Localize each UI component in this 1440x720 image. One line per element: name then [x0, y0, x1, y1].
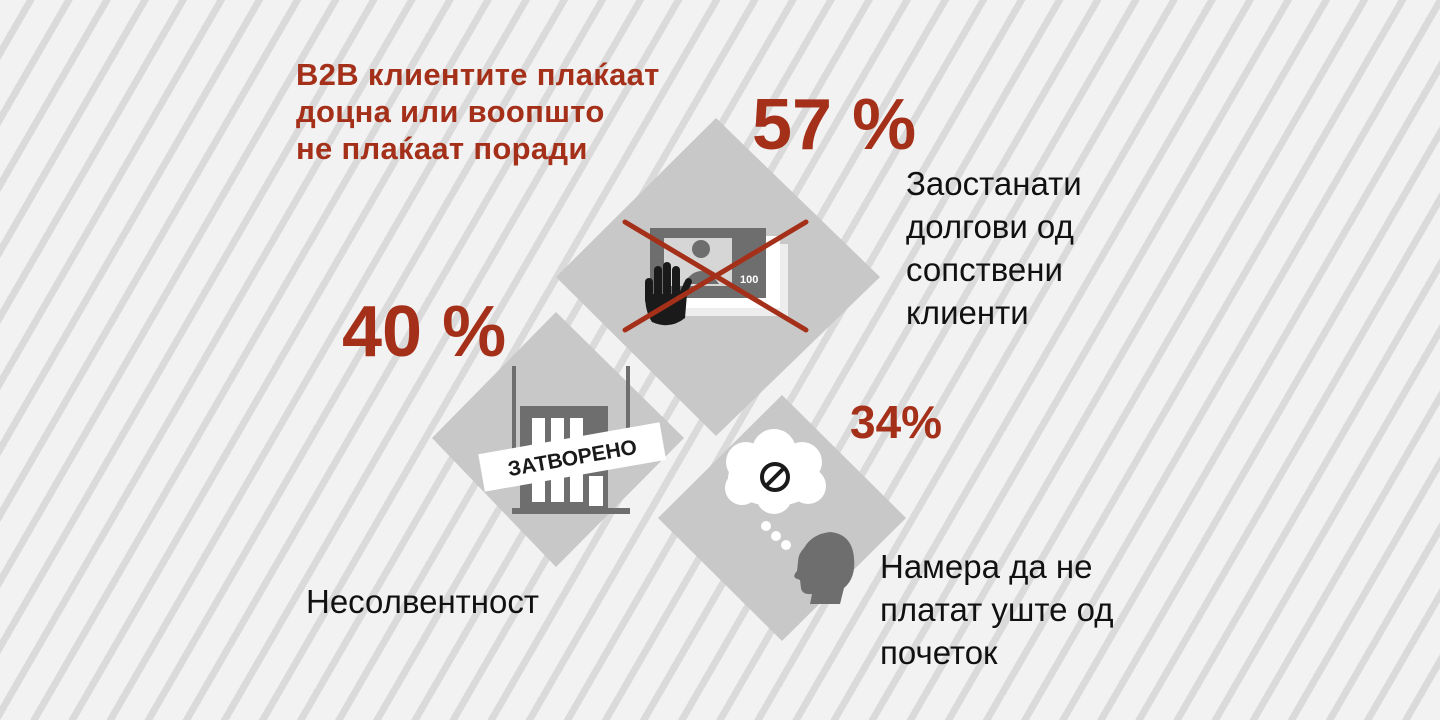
headline-line-2: доцна или воопшто [296, 94, 605, 129]
closed-shop-icon: ЗАТВОРЕНО [478, 366, 667, 514]
prohibited-icon [760, 462, 790, 492]
description-insolvency: Несолвентност [306, 580, 539, 623]
description-intent: Намера да не платат уште од почеток [880, 545, 1114, 674]
percent-insolvency: 40 % [342, 292, 507, 372]
thought-cloud [725, 429, 826, 550]
percent-overdue-debts: 57 % [752, 85, 917, 165]
thinking-head-icon [725, 429, 855, 604]
cash-stop-icon: 100 [622, 219, 809, 333]
description-line: Заостанати [906, 165, 1082, 202]
description-line: сопствени [906, 251, 1063, 288]
description-line: долгови од [906, 208, 1074, 245]
headline-line-3: не плаќаат поради [296, 131, 588, 166]
banknote-value: 100 [740, 274, 758, 286]
description-line: платат уште од [880, 591, 1114, 628]
description-line: Намера да не [880, 548, 1093, 585]
description-line: Несолвентност [306, 583, 539, 620]
description-line: почеток [880, 634, 998, 671]
head-silhouette [794, 532, 855, 604]
percent-intent: 34% [850, 396, 943, 448]
description-overdue-debts: Заостанати долгови од сопствени клиенти [906, 162, 1082, 334]
headline-line-1: B2B клиентите плаќаат [296, 57, 660, 92]
headline: B2B клиентите плаќаат доцна или воопшто … [296, 56, 660, 167]
description-line: клиенти [906, 294, 1029, 331]
cross-line-2 [622, 219, 809, 333]
